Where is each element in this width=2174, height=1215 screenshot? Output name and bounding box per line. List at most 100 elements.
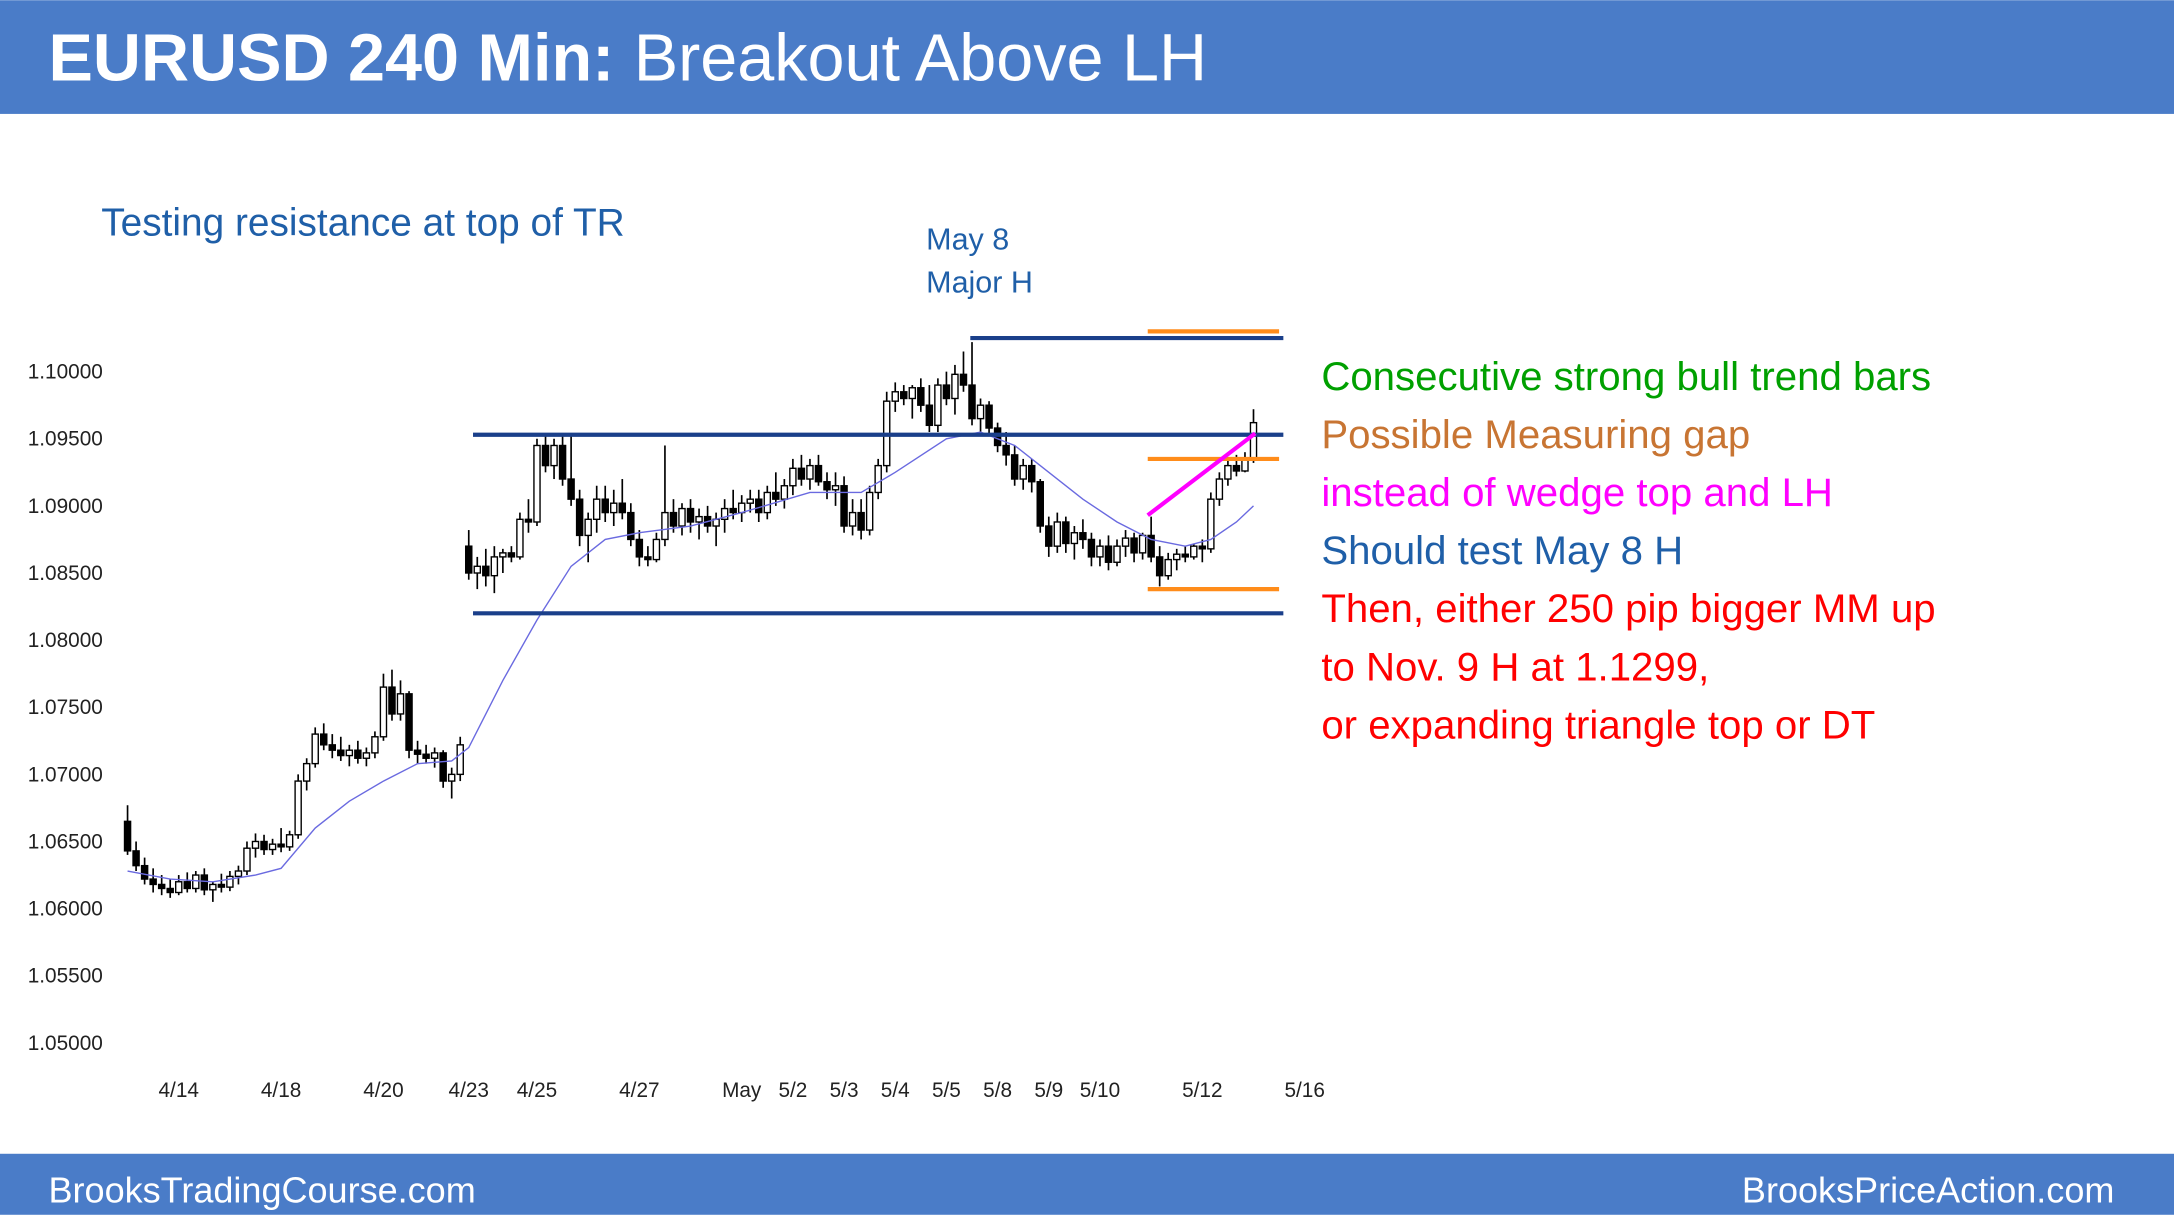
- candle-body: [814, 464, 823, 483]
- candle-body: [1198, 545, 1207, 550]
- x-tick-label: 4/25: [517, 1079, 557, 1102]
- candle-body: [277, 843, 285, 848]
- x-tick-label: 5/16: [1284, 1079, 1324, 1102]
- candle-body: [209, 883, 217, 891]
- candle-body: [976, 404, 985, 420]
- candle-body: [797, 467, 806, 480]
- candle-body: [157, 883, 166, 890]
- candle-body: [900, 391, 908, 400]
- y-tick-label: 1.06500: [28, 830, 103, 853]
- y-tick-label: 1.09500: [28, 428, 103, 451]
- annotation: Testing resistance at top of TR: [101, 202, 625, 245]
- candle-body: [550, 444, 558, 467]
- candle-body: [192, 874, 200, 890]
- candle-body: [772, 491, 780, 500]
- candle-body: [490, 556, 499, 577]
- candle-body: [166, 887, 174, 894]
- candle-body: [1232, 464, 1241, 472]
- candle-body: [857, 511, 865, 531]
- level-line: [1146, 431, 1257, 517]
- candle-body: [413, 749, 422, 755]
- y-tick-label: 1.08000: [28, 629, 103, 652]
- candle-body: [627, 511, 635, 541]
- footer-band: [0, 1153, 2174, 1215]
- candle-body: [686, 507, 695, 523]
- candle-body: [183, 881, 192, 890]
- candle-body: [567, 478, 575, 500]
- candle-body: [174, 881, 183, 894]
- candle-body: [917, 387, 925, 406]
- candle-body: [524, 518, 533, 523]
- candle-body: [755, 498, 763, 514]
- candle-body: [584, 518, 592, 537]
- candle-body: [379, 686, 388, 738]
- candle-body: [891, 391, 899, 402]
- candle-body: [405, 693, 413, 751]
- candle-body: [311, 733, 319, 765]
- candle-body: [1130, 537, 1138, 554]
- candle-body: [610, 502, 618, 514]
- x-tick-label: 5/9: [1034, 1079, 1063, 1102]
- x-tick-label: May: [722, 1079, 762, 1102]
- candle-body: [934, 384, 942, 427]
- y-tick-label: 1.10000: [28, 361, 103, 384]
- candle-body: [388, 686, 396, 715]
- candle-body: [840, 485, 848, 527]
- candle-body: [831, 485, 840, 491]
- y-tick-label: 1.06000: [28, 898, 103, 921]
- note: to Nov. 9 H at 1.1299,: [1321, 644, 1709, 689]
- y-tick-label: 1.05000: [28, 1032, 103, 1055]
- x-tick-label: 5/4: [881, 1079, 910, 1102]
- candle-body: [123, 820, 132, 852]
- candle-body: [1087, 538, 1096, 558]
- y-tick-label: 1.08500: [28, 562, 103, 585]
- candle-body: [1062, 521, 1070, 545]
- candle-body: [541, 444, 550, 467]
- note: instead of wedge top and LH: [1321, 470, 1833, 515]
- y-tick-label: 1.09000: [28, 495, 103, 518]
- candle-body: [823, 481, 831, 491]
- candle-body: [217, 883, 226, 888]
- candle-body: [942, 384, 951, 400]
- annotation: May 8: [926, 222, 1009, 256]
- note: Possible Measuring gap: [1321, 412, 1750, 457]
- candle-body: [575, 498, 584, 537]
- candle-body: [1164, 558, 1172, 577]
- y-tick-label: 1.05500: [28, 965, 103, 988]
- candle-body: [422, 753, 430, 759]
- candle-body: [652, 538, 661, 561]
- candle-body: [925, 404, 934, 427]
- candle-body: [1172, 553, 1181, 561]
- x-tick-label: 5/12: [1182, 1079, 1222, 1102]
- note: Then, either 250 pip bigger MM up: [1321, 586, 1935, 631]
- candle-body: [1010, 454, 1019, 480]
- candle-body: [1207, 498, 1215, 550]
- footer-left: BrooksTradingCourse.com: [49, 1169, 476, 1210]
- candle-body: [396, 693, 405, 715]
- candle-body: [430, 752, 439, 759]
- candle-body: [354, 749, 362, 759]
- candle-body: [1190, 545, 1198, 558]
- candle-body: [1045, 525, 1053, 547]
- candle-body: [328, 744, 337, 751]
- candle-body: [558, 444, 567, 480]
- candle-body: [251, 840, 260, 849]
- candle-body: [789, 467, 797, 487]
- candle-body: [456, 744, 464, 776]
- x-tick-label: 5/8: [983, 1079, 1012, 1102]
- candle-body: [1138, 534, 1147, 554]
- note: Consecutive strong bull trend bars: [1321, 354, 1931, 399]
- candle-body: [234, 870, 243, 878]
- candle-body: [737, 502, 746, 514]
- candle-body: [635, 538, 644, 558]
- candle-body: [507, 552, 516, 558]
- candle-body: [592, 498, 601, 521]
- x-tick-label: 5/10: [1080, 1079, 1120, 1102]
- candle-body: [669, 511, 678, 527]
- candle-body: [294, 780, 302, 836]
- candle-body: [140, 864, 149, 880]
- candle-body: [533, 444, 541, 523]
- candle-body: [1002, 444, 1010, 456]
- candle-body: [473, 565, 482, 574]
